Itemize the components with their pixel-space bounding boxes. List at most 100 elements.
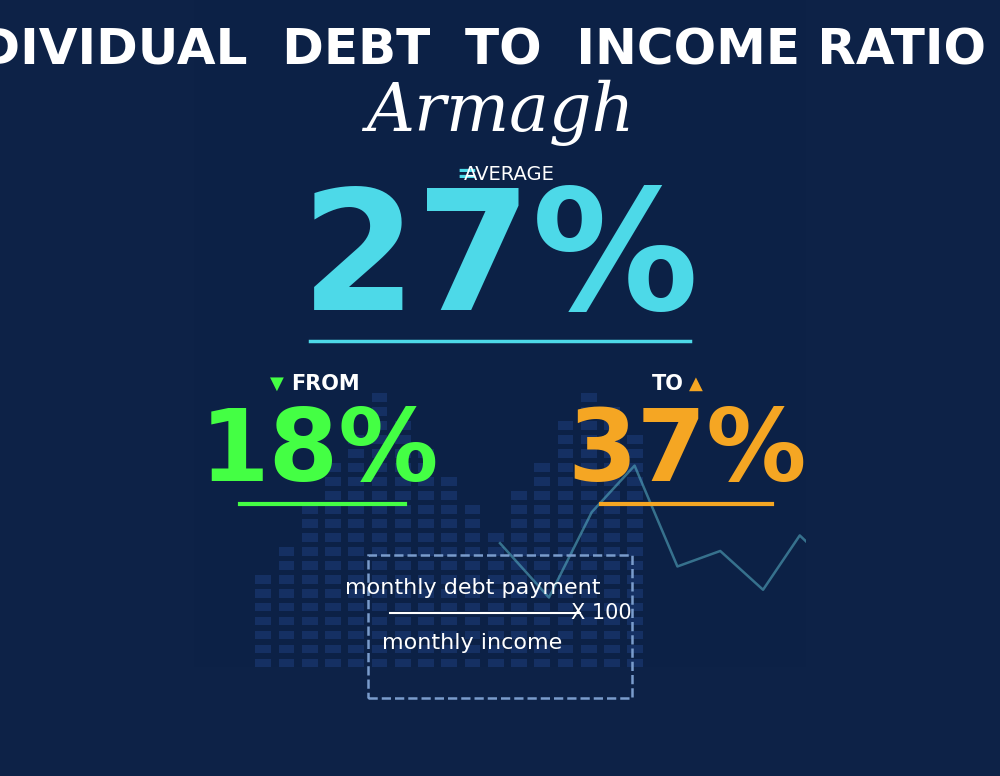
Bar	[194, 466, 806, 473]
Bar	[194, 124, 806, 132]
Bar	[395, 659, 411, 667]
Bar	[627, 491, 643, 500]
Bar	[465, 519, 480, 528]
Text: 18%: 18%	[200, 405, 439, 503]
Bar	[581, 519, 597, 528]
Text: monthly debt payment: monthly debt payment	[345, 578, 600, 598]
Bar	[534, 603, 550, 611]
Bar	[581, 631, 597, 639]
Bar	[488, 617, 504, 625]
Bar	[194, 691, 806, 698]
Bar	[194, 155, 806, 163]
Bar	[395, 575, 411, 584]
Bar	[511, 547, 527, 556]
Bar	[581, 491, 597, 500]
Bar	[194, 768, 806, 776]
Bar	[325, 477, 341, 486]
Bar	[418, 519, 434, 528]
Bar	[465, 603, 480, 611]
Bar	[194, 365, 806, 372]
Bar	[194, 163, 806, 171]
Bar	[441, 575, 457, 584]
Bar	[279, 575, 294, 584]
Bar	[372, 505, 387, 514]
Bar	[325, 659, 341, 667]
Bar	[581, 547, 597, 556]
Bar	[372, 421, 387, 430]
Bar	[395, 449, 411, 458]
Bar	[194, 39, 806, 47]
Bar	[465, 659, 480, 667]
Bar	[194, 202, 806, 210]
Bar	[194, 248, 806, 256]
Bar	[558, 477, 573, 486]
Bar	[194, 47, 806, 54]
Bar	[604, 561, 620, 570]
Bar	[418, 631, 434, 639]
Bar	[194, 194, 806, 202]
Bar	[194, 295, 806, 303]
Bar	[488, 645, 504, 653]
Bar	[465, 617, 480, 625]
Bar	[194, 629, 806, 636]
Bar	[194, 636, 806, 644]
Bar	[604, 603, 620, 611]
Bar	[465, 533, 480, 542]
Bar	[194, 171, 806, 178]
Bar	[558, 589, 573, 598]
Bar	[604, 547, 620, 556]
Bar	[441, 533, 457, 542]
Bar	[395, 421, 411, 430]
Bar	[627, 463, 643, 472]
Bar	[418, 449, 434, 458]
Bar	[194, 574, 806, 582]
Bar	[418, 463, 434, 472]
Bar	[194, 62, 806, 70]
Bar	[255, 645, 271, 653]
Bar	[604, 519, 620, 528]
Bar	[395, 533, 411, 542]
Text: FROM: FROM	[291, 374, 360, 394]
Bar	[279, 603, 294, 611]
Bar	[581, 659, 597, 667]
Bar	[194, 605, 806, 613]
Bar	[627, 547, 643, 556]
Bar	[418, 505, 434, 514]
Bar	[372, 477, 387, 486]
Bar	[372, 631, 387, 639]
Bar	[348, 491, 364, 500]
Bar	[194, 85, 806, 93]
Bar	[418, 575, 434, 584]
Bar	[194, 101, 806, 109]
Bar	[534, 575, 550, 584]
Bar	[194, 140, 806, 147]
Bar	[581, 449, 597, 458]
Bar	[255, 631, 271, 639]
Text: Armagh: Armagh	[366, 79, 634, 146]
Bar	[581, 589, 597, 598]
Bar	[194, 729, 806, 737]
Bar	[465, 505, 480, 514]
Bar	[194, 217, 806, 225]
Bar	[441, 477, 457, 486]
Bar	[194, 442, 806, 450]
Bar	[604, 589, 620, 598]
Bar	[604, 575, 620, 584]
Bar	[348, 659, 364, 667]
Bar	[534, 589, 550, 598]
Bar	[302, 575, 318, 584]
Bar	[194, 357, 806, 365]
Bar	[325, 547, 341, 556]
Bar	[372, 491, 387, 500]
Bar	[348, 561, 364, 570]
Bar	[194, 411, 806, 419]
Bar	[348, 477, 364, 486]
Bar	[395, 589, 411, 598]
Text: AVERAGE: AVERAGE	[464, 165, 555, 184]
Bar	[194, 147, 806, 155]
Bar	[302, 547, 318, 556]
Text: 27%: 27%	[301, 182, 699, 345]
Bar	[558, 603, 573, 611]
Bar	[194, 210, 806, 217]
Bar	[325, 631, 341, 639]
